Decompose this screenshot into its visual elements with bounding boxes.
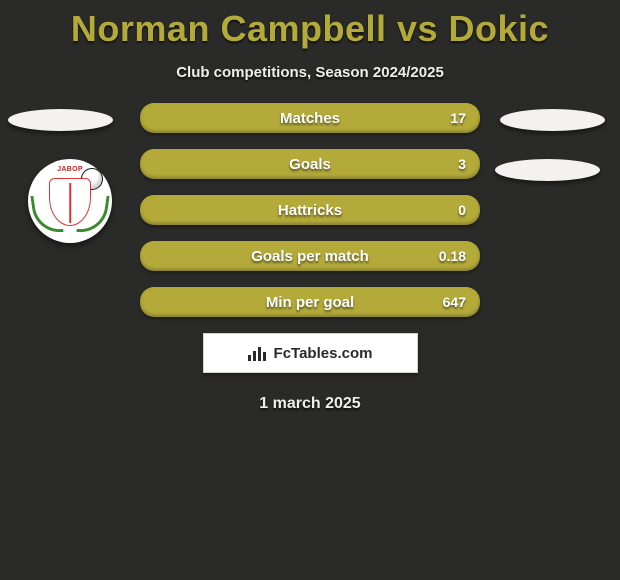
- stat-row-goals-per-match: Goals per match 0.18: [140, 241, 480, 271]
- stat-row-matches: Matches 17: [140, 103, 480, 133]
- stat-value: 17: [450, 110, 466, 126]
- bar-chart-icon: [248, 345, 268, 361]
- stat-value: 0: [458, 202, 466, 218]
- stat-label: Hattricks: [278, 202, 342, 219]
- stat-row-min-per-goal: Min per goal 647: [140, 287, 480, 317]
- stat-value: 0.18: [439, 248, 466, 264]
- stat-row-hattricks: Hattricks 0: [140, 195, 480, 225]
- stat-bars: Matches 17 Goals 3 Hattricks 0 Goals per…: [140, 103, 480, 317]
- comparison-stage: JABOP Matches 17 Goals 3 Hattricks 0 Goa…: [0, 103, 620, 413]
- stat-label: Goals per match: [251, 248, 369, 265]
- laurel-right-icon: [76, 192, 109, 236]
- footer-date: 1 march 2025: [0, 395, 620, 413]
- stat-label: Goals: [289, 156, 331, 173]
- stat-value: 647: [443, 294, 466, 310]
- brand-attribution[interactable]: FcTables.com: [203, 333, 418, 373]
- club-badge: JABOP: [28, 159, 112, 243]
- stat-value: 3: [458, 156, 466, 172]
- player-right-placeholder-2: [495, 159, 600, 181]
- player-left-placeholder: [8, 109, 113, 131]
- stat-label: Matches: [280, 110, 340, 127]
- stat-label: Min per goal: [266, 294, 354, 311]
- laurel-left-icon: [30, 192, 63, 236]
- brand-text: FcTables.com: [274, 345, 373, 362]
- player-right-placeholder-1: [500, 109, 605, 131]
- page-title: Norman Campbell vs Dokic: [0, 0, 620, 50]
- page-subtitle: Club competitions, Season 2024/2025: [0, 64, 620, 81]
- stat-row-goals: Goals 3: [140, 149, 480, 179]
